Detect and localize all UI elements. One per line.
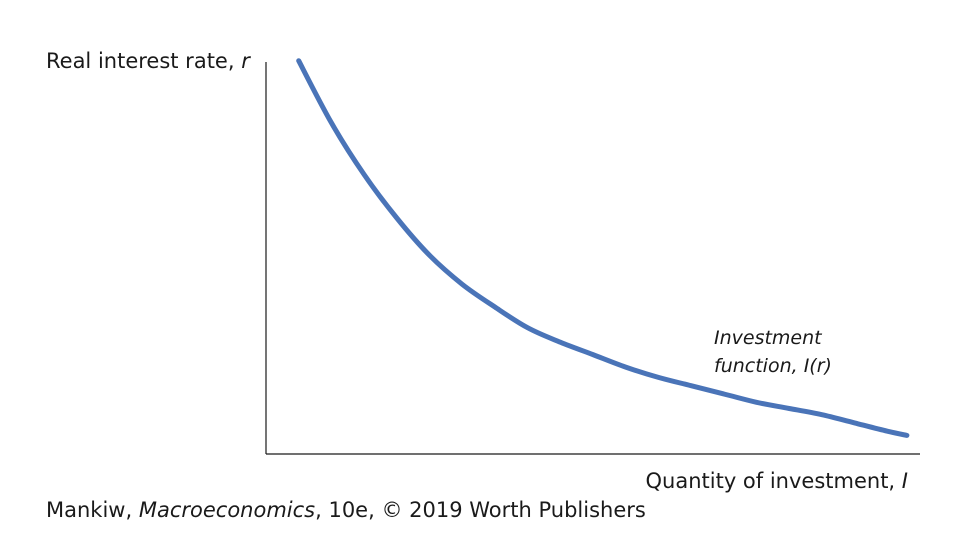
credit-book: Macroeconomics	[138, 498, 316, 522]
x-axis-label: Quantity of investment, I	[646, 469, 909, 493]
curve-label-line2: function, I(r)	[714, 355, 832, 377]
source-credit: Mankiw, Macroeconomics, 10e, © 2019 Wort…	[46, 498, 646, 522]
credit-author: Mankiw,	[46, 498, 133, 522]
credit-rest: , 10e, © 2019 Worth Publishers	[315, 498, 646, 522]
curve-label-line1: Investment	[714, 327, 823, 349]
curve-label: Investment function, I(r)	[714, 327, 832, 377]
y-axis-label: Real interest rate, r	[46, 49, 251, 73]
investment-function-curve	[296, 58, 910, 438]
